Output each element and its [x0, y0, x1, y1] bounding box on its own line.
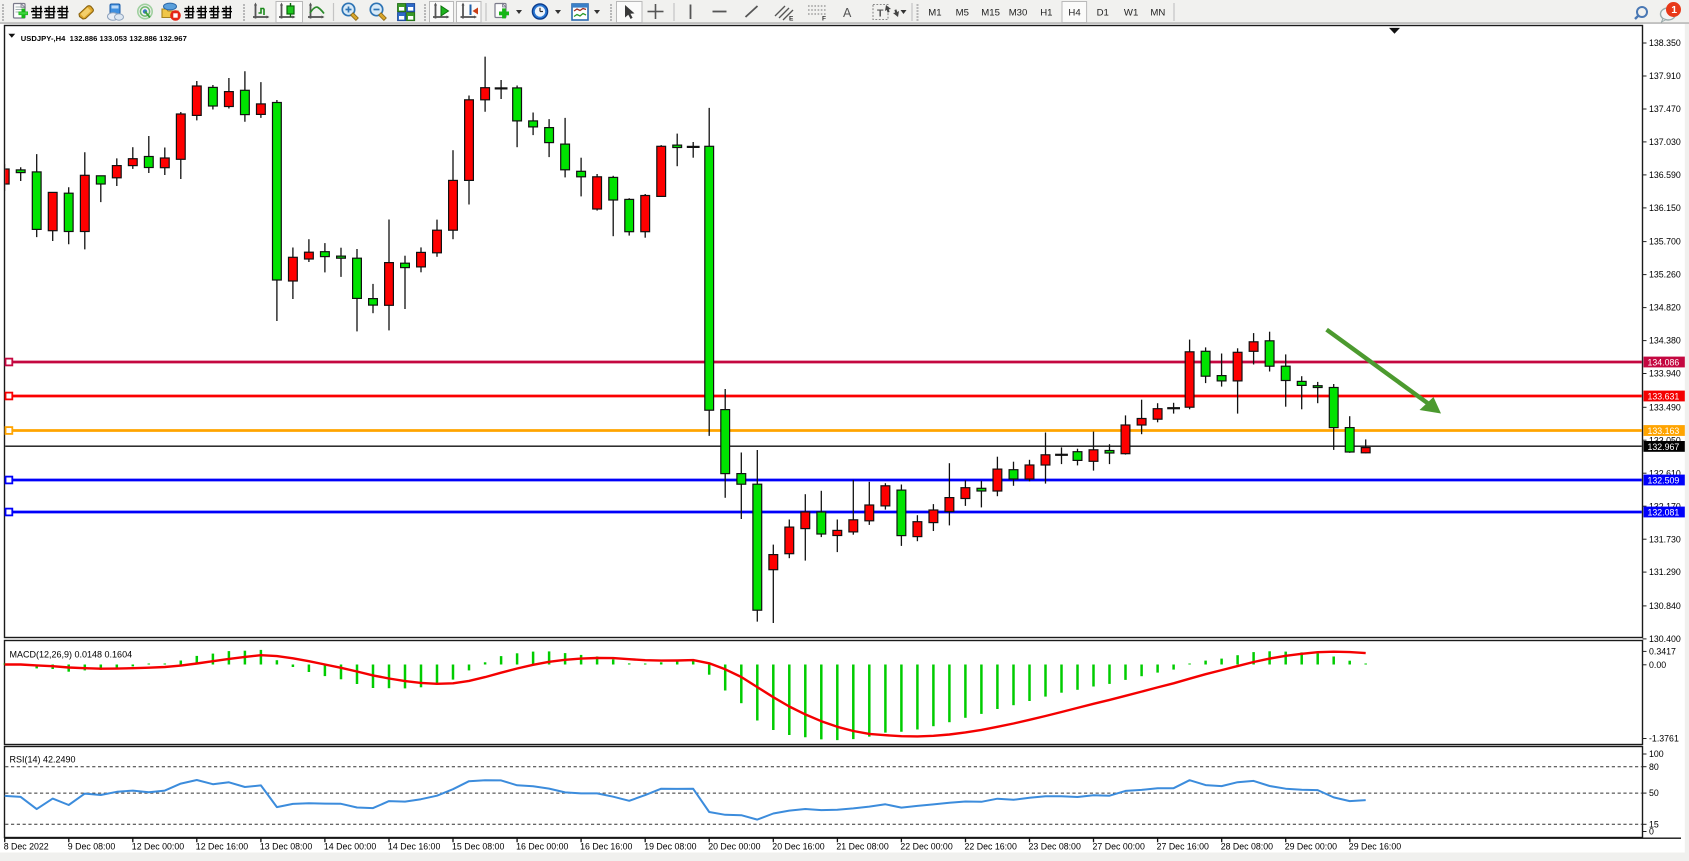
svg-text:136.150: 136.150	[1649, 203, 1681, 213]
svg-text:16 Dec 00:00: 16 Dec 00:00	[516, 842, 568, 852]
svg-text:133.631: 133.631	[1648, 391, 1680, 401]
svg-text:135.260: 135.260	[1649, 270, 1681, 280]
svg-text:131.730: 131.730	[1649, 534, 1681, 544]
svg-text:15 Dec 08:00: 15 Dec 08:00	[452, 842, 504, 852]
svg-text:T: T	[877, 8, 884, 20]
svg-text:130.840: 130.840	[1649, 601, 1681, 611]
svg-text:USDJPY-,H4 132.886 133.053 13: USDJPY-,H4 132.886 133.053 132.886 132.9…	[21, 34, 187, 43]
svg-text:134.086: 134.086	[1648, 357, 1680, 367]
svg-text:0: 0	[1649, 827, 1654, 837]
svg-text:D1: D1	[1097, 8, 1109, 19]
svg-text:137.470: 137.470	[1649, 104, 1681, 114]
svg-text:0.3417: 0.3417	[1649, 647, 1676, 657]
svg-text:W1: W1	[1124, 8, 1138, 19]
svg-text:132.610: 132.610	[1649, 468, 1681, 478]
svg-text:M30: M30	[1009, 8, 1028, 19]
svg-text:134.380: 134.380	[1649, 336, 1681, 346]
svg-text:12 Dec 16:00: 12 Dec 16:00	[196, 842, 248, 852]
svg-text:M1: M1	[928, 8, 941, 19]
svg-text:E: E	[789, 16, 794, 23]
svg-text:21 Dec 08:00: 21 Dec 08:00	[836, 842, 888, 852]
svg-text:14 Dec 00:00: 14 Dec 00:00	[324, 842, 376, 852]
svg-text:137.030: 137.030	[1649, 137, 1681, 147]
svg-text:27 Dec 16:00: 27 Dec 16:00	[1157, 842, 1209, 852]
svg-text:132.170: 132.170	[1649, 501, 1681, 511]
svg-text:131.290: 131.290	[1649, 567, 1681, 577]
svg-text:133.050: 133.050	[1649, 435, 1681, 445]
svg-text:29 Dec 00:00: 29 Dec 00:00	[1285, 842, 1337, 852]
svg-text:137.910: 137.910	[1649, 71, 1681, 81]
svg-text:1: 1	[1671, 4, 1677, 16]
svg-text:F: F	[822, 16, 826, 23]
svg-text:80: 80	[1649, 762, 1659, 772]
svg-text:20 Dec 00:00: 20 Dec 00:00	[708, 842, 760, 852]
svg-text:20 Dec 16:00: 20 Dec 16:00	[772, 842, 824, 852]
svg-text:132.967: 132.967	[1648, 442, 1680, 452]
svg-text:132.081: 132.081	[1648, 507, 1680, 517]
svg-text:134.820: 134.820	[1649, 303, 1681, 313]
svg-text:14 Dec 16:00: 14 Dec 16:00	[388, 842, 440, 852]
svg-text:29 Dec 16:00: 29 Dec 16:00	[1349, 842, 1401, 852]
svg-text:133.163: 133.163	[1648, 426, 1680, 436]
svg-text:9 Dec 08:00: 9 Dec 08:00	[68, 842, 116, 852]
svg-text:RSI(14) 42.2490: RSI(14) 42.2490	[10, 755, 76, 765]
svg-text:27 Dec 00:00: 27 Dec 00:00	[1093, 842, 1145, 852]
svg-text:28 Dec 08:00: 28 Dec 08:00	[1221, 842, 1273, 852]
svg-text:22 Dec 00:00: 22 Dec 00:00	[900, 842, 952, 852]
svg-text:132.509: 132.509	[1648, 475, 1680, 485]
svg-text:133.490: 133.490	[1649, 402, 1681, 412]
svg-text:130.400: 130.400	[1649, 634, 1681, 644]
svg-text:133.940: 133.940	[1649, 369, 1681, 379]
svg-text:0.00: 0.00	[1649, 660, 1666, 670]
svg-text:100: 100	[1649, 749, 1664, 759]
svg-text:MACD(12,26,9) 0.0148 0.1604: MACD(12,26,9) 0.0148 0.1604	[10, 650, 133, 660]
svg-text:8 Dec 2022: 8 Dec 2022	[4, 842, 49, 852]
svg-text:23 Dec 08:00: 23 Dec 08:00	[1029, 842, 1081, 852]
svg-text:19 Dec 08:00: 19 Dec 08:00	[644, 842, 696, 852]
svg-text:136.590: 136.590	[1649, 170, 1681, 180]
svg-text:138.350: 138.350	[1649, 38, 1681, 48]
svg-text:H1: H1	[1040, 8, 1052, 19]
svg-text:H4: H4	[1068, 8, 1081, 19]
svg-text:M5: M5	[956, 8, 969, 19]
svg-text:50: 50	[1649, 788, 1659, 798]
svg-text:MN: MN	[1150, 8, 1165, 19]
svg-text:13 Dec 08:00: 13 Dec 08:00	[260, 842, 312, 852]
svg-text:15: 15	[1649, 819, 1659, 829]
svg-text:16 Dec 16:00: 16 Dec 16:00	[580, 842, 632, 852]
svg-text:22 Dec 16:00: 22 Dec 16:00	[965, 842, 1017, 852]
svg-text:135.700: 135.700	[1649, 237, 1681, 247]
svg-text:-1.3761: -1.3761	[1649, 734, 1679, 744]
svg-text:M15: M15	[981, 8, 1000, 19]
svg-text:12 Dec 00:00: 12 Dec 00:00	[132, 842, 184, 852]
svg-text:A: A	[843, 6, 852, 20]
